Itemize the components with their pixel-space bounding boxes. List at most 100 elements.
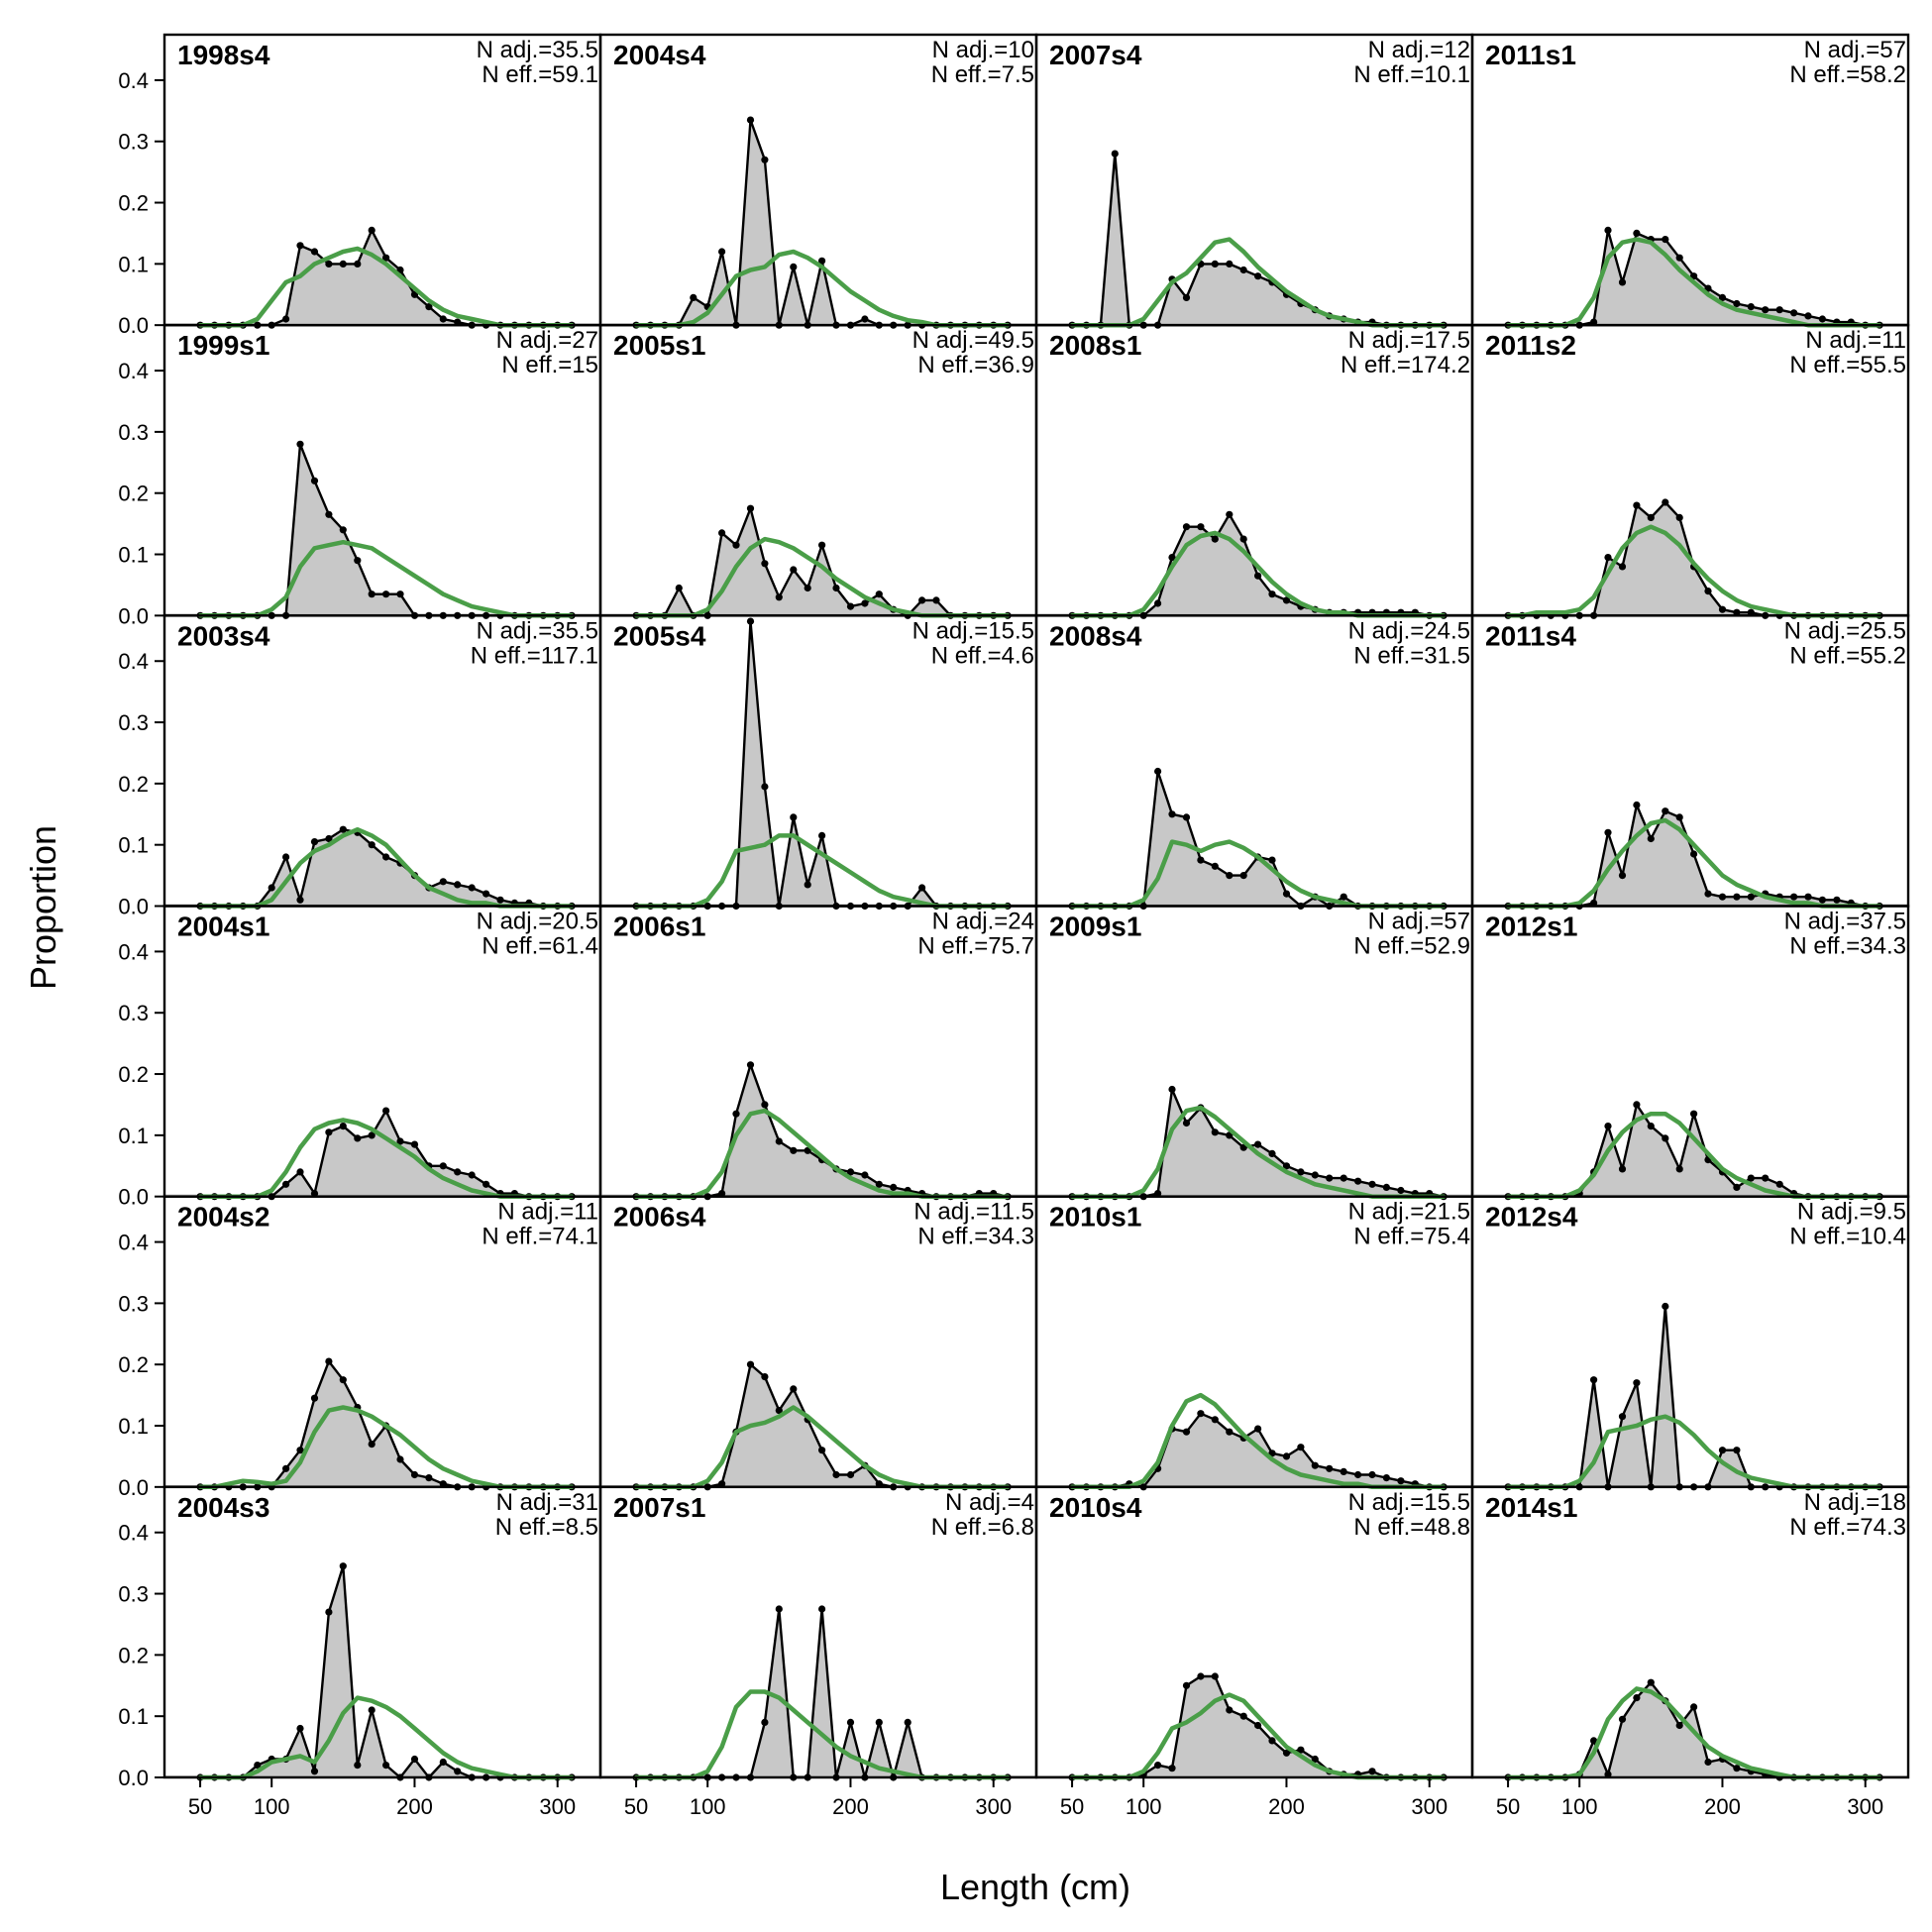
observed-point — [1354, 1177, 1362, 1185]
panel-2008s4: 2008s4 N adj.=24.5N eff.=31.5 — [1034, 614, 1474, 911]
observed-point — [1733, 608, 1741, 616]
observed-line — [200, 443, 573, 617]
observed-point — [1718, 605, 1727, 613]
observed-point — [1211, 260, 1219, 268]
observed-point — [1211, 535, 1219, 543]
observed-point — [1690, 850, 1698, 858]
observed-area — [636, 1364, 1009, 1487]
y-tick-label: 0.4 — [118, 68, 149, 93]
observed-point — [382, 1107, 390, 1115]
observed-point — [310, 838, 319, 846]
observed-point — [1662, 1302, 1669, 1311]
x-axes: 50 100 200 300 50 100 200 300 50 100 200 300 50 100 20… — [188, 1777, 1883, 1819]
observed-point — [325, 260, 333, 268]
observed-point — [396, 1137, 404, 1145]
n-eff-label: N eff.=4.6 — [931, 642, 1034, 669]
observed-point — [310, 1394, 319, 1402]
panel-title: 2014s1 — [1485, 1492, 1577, 1523]
panel-title: 2004s1 — [177, 912, 269, 942]
n-eff-label: N eff.=10.4 — [1789, 1224, 1906, 1250]
panel-2011s2: 2011s2 N adj.=11N eff.=55.5 — [1470, 323, 1910, 619]
observed-point — [761, 783, 769, 791]
observed-point — [790, 1385, 798, 1393]
observed-point — [325, 510, 333, 518]
observed-point — [339, 1562, 347, 1570]
observed-point — [732, 541, 740, 549]
n-adj-label: N adj.=10 — [932, 37, 1034, 63]
n-eff-label: N eff.=174.2 — [1341, 352, 1470, 378]
observed-point — [1775, 1180, 1783, 1188]
observed-area — [1072, 514, 1445, 616]
panel-title: 1998s4 — [177, 40, 270, 70]
x-tick-label: 100 — [1561, 1794, 1598, 1819]
observed-point — [861, 599, 869, 607]
observed-point — [1311, 1171, 1319, 1179]
observed-point — [1804, 893, 1812, 901]
observed-area — [1508, 1104, 1880, 1197]
observed-point — [410, 1755, 419, 1764]
panel-title: 2008s1 — [1049, 330, 1141, 361]
observed-point — [904, 1718, 912, 1726]
y-tick-label: 0.3 — [118, 1291, 149, 1316]
panel-2012s1: 2012s1 N adj.=37.5N eff.=34.3 — [1470, 905, 1910, 1201]
observed-point — [790, 263, 798, 270]
observed-point — [1154, 1762, 1162, 1770]
observed-point — [1675, 813, 1683, 821]
observed-point — [1239, 1712, 1247, 1720]
observed-point — [1397, 1477, 1405, 1485]
observed-point — [1675, 513, 1683, 522]
observed-point — [1182, 813, 1191, 821]
n-eff-label: N eff.=75.4 — [1353, 1224, 1470, 1250]
n-eff-label: N eff.=74.3 — [1789, 1514, 1906, 1541]
observed-point — [282, 315, 290, 323]
x-tick-label: 300 — [1411, 1794, 1448, 1819]
panel-2004s1: 2004s1 N adj.=20.5N eff.=61.4 — [162, 905, 602, 1201]
n-adj-label: N adj.=37.5 — [1784, 909, 1906, 935]
observed-point — [1747, 303, 1755, 311]
n-eff-label: N eff.=55.2 — [1789, 642, 1906, 669]
observed-point — [454, 1768, 462, 1775]
panel-title: 2004s3 — [177, 1492, 269, 1523]
observed-area — [636, 120, 1009, 326]
observed-point — [761, 560, 769, 568]
observed-point — [325, 1608, 333, 1616]
y-axes: 0.0 0.1 0.2 0.3 0.4 0.0 0.1 0.2 0.3 0.4 0.0 0.1 0.2 0… — [118, 68, 164, 1790]
observed-point — [1182, 293, 1191, 301]
observed-point — [1226, 1428, 1234, 1436]
observed-point — [1618, 1715, 1627, 1723]
observed-point — [1590, 899, 1598, 908]
observed-area — [1508, 502, 1880, 616]
observed-point — [832, 584, 840, 592]
observed-point — [1197, 1672, 1205, 1680]
observed-point — [354, 1762, 362, 1770]
observed-point — [339, 526, 347, 534]
observed-point — [296, 896, 304, 904]
panel-2006s1: 2006s1 N adj.=24N eff.=75.7 — [598, 905, 1038, 1201]
observed-point — [846, 1470, 855, 1479]
n-adj-label: N adj.=57 — [1368, 909, 1470, 935]
x-tick-label: 100 — [1126, 1794, 1162, 1819]
observed-point — [439, 1162, 447, 1170]
observed-point — [396, 1455, 404, 1463]
observed-point — [1239, 535, 1247, 543]
observed-point — [746, 504, 755, 512]
observed-point — [1311, 1461, 1319, 1469]
panel-2009s1: 2009s1 N adj.=57N eff.=52.9 — [1034, 905, 1474, 1201]
observed-point — [1647, 1678, 1655, 1686]
panel-title: 2011s2 — [1485, 330, 1576, 361]
y-tick-label: 0.2 — [118, 191, 149, 216]
n-eff-label: N eff.=31.5 — [1353, 642, 1470, 669]
n-adj-label: N adj.=25.5 — [1784, 617, 1906, 644]
n-adj-label: N adj.=9.5 — [1797, 1199, 1906, 1226]
observed-point — [718, 1190, 726, 1198]
observed-point — [1368, 1470, 1376, 1479]
x-tick-label: 300 — [539, 1794, 576, 1819]
observed-point — [1647, 513, 1655, 522]
observed-point — [468, 884, 476, 892]
observed-point — [1268, 590, 1276, 598]
observed-point — [790, 813, 798, 821]
observed-point — [1647, 1123, 1655, 1130]
observed-point — [1790, 893, 1798, 901]
observed-point — [1311, 1755, 1319, 1764]
